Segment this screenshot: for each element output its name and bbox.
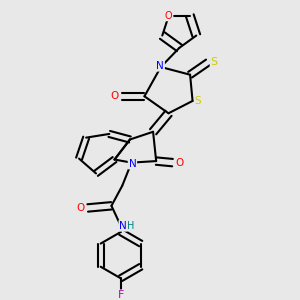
Text: S: S bbox=[211, 57, 218, 68]
Text: N: N bbox=[119, 221, 127, 231]
Text: S: S bbox=[195, 96, 201, 106]
Text: O: O bbox=[165, 11, 172, 20]
Text: O: O bbox=[110, 91, 119, 101]
Text: N: N bbox=[128, 158, 136, 169]
Text: F: F bbox=[118, 290, 124, 300]
Text: N: N bbox=[156, 61, 164, 71]
Text: O: O bbox=[175, 158, 183, 168]
Text: H: H bbox=[127, 221, 134, 231]
Text: O: O bbox=[77, 203, 85, 213]
